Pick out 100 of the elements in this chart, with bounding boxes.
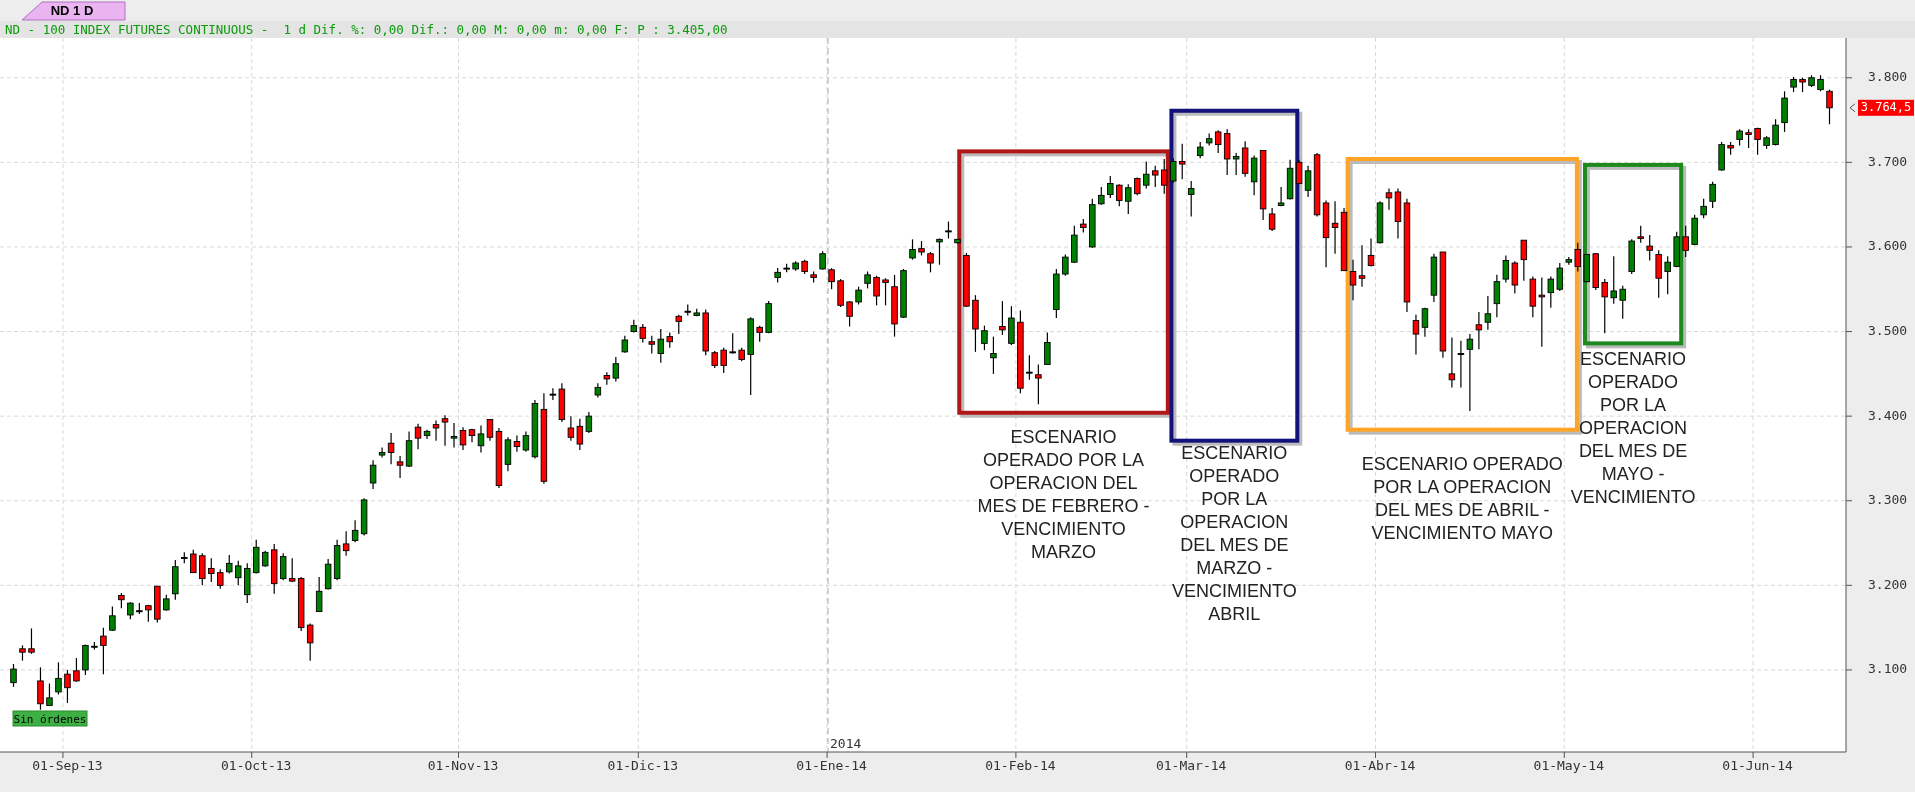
candlestick — [846, 300, 853, 328]
candlestick — [1421, 307, 1429, 338]
candlestick — [1412, 314, 1420, 355]
candlestick — [288, 557, 296, 583]
y-tick-label: 3.800 — [1868, 69, 1908, 85]
chart-title: ND - 100 INDEX FUTURES CONTINUOUS - 1 d Dif. %: 0,00 Dif.: 0,00 M: 0,00 m: 0,00 F: P : 3.405,00 — [5, 22, 728, 37]
candlestick — [1358, 244, 1366, 288]
candlestick — [414, 423, 422, 450]
candlestick — [109, 605, 116, 632]
x-tick-label: 01-Ene-14 — [796, 758, 867, 773]
y-tick-label: 3.600 — [1868, 238, 1908, 254]
candlestick — [990, 336, 997, 375]
candlestick — [46, 682, 53, 707]
candlestick — [729, 332, 736, 355]
candlestick — [55, 661, 62, 696]
candlestick — [1709, 181, 1716, 209]
candlestick — [387, 432, 395, 465]
y-tick-label: 3.100 — [1868, 661, 1908, 677]
annotation: Sin órdenes — [13, 712, 87, 726]
annotation: ESCENARIO OPERADO POR LA OPERACION DEL MES DE ABRIL - VENCIMIENTO MAYO — [1361, 453, 1563, 543]
candlestick — [441, 414, 449, 447]
x-tick-label: 01-Oct-13 — [221, 758, 292, 773]
candlestick — [819, 250, 826, 271]
candlestick — [1511, 260, 1519, 295]
candlestick — [217, 568, 224, 590]
candlestick — [1475, 311, 1483, 350]
candlestick — [1664, 255, 1671, 295]
candlestick — [513, 435, 521, 453]
candlestick — [1107, 175, 1114, 199]
candlestick — [1826, 89, 1833, 125]
candlestick — [73, 657, 80, 683]
candlestick — [1556, 262, 1564, 292]
candlestick — [306, 622, 314, 662]
candlestick — [1574, 242, 1582, 273]
candlestick — [882, 277, 889, 306]
candlestick — [1331, 200, 1339, 255]
candlestick — [909, 238, 916, 261]
candlestick — [1547, 275, 1555, 309]
candlestick — [208, 557, 215, 583]
x-tick-label: 01-Nov-13 — [427, 758, 499, 773]
candlestick — [37, 666, 44, 711]
candlestick — [1125, 183, 1132, 215]
candlestick — [576, 418, 584, 451]
candlestick — [1700, 198, 1707, 219]
candlestick — [190, 549, 197, 574]
candlestick — [1385, 187, 1393, 211]
candlestick — [1295, 159, 1303, 185]
candlestick — [549, 387, 557, 401]
y-tick-label: 3.500 — [1868, 323, 1908, 339]
y-tick-label: 3.200 — [1868, 576, 1908, 592]
candlestick — [828, 267, 835, 290]
y-tick-label: 3.400 — [1868, 407, 1908, 423]
x-tick-label: 01-Mar-14 — [1155, 758, 1227, 773]
candlestick — [378, 446, 386, 459]
candlestick — [567, 415, 575, 442]
y-tick-label: 3.700 — [1868, 153, 1908, 169]
candlestick — [1682, 225, 1689, 258]
x-tick-label: 01-May-14 — [1533, 758, 1605, 773]
candlestick — [639, 323, 647, 344]
candlestick — [1116, 183, 1123, 207]
x-tick-label: 01-Feb-14 — [985, 758, 1056, 773]
candlestick — [1187, 180, 1195, 218]
candlestick — [873, 275, 880, 306]
candlestick — [1143, 160, 1150, 190]
candlestick — [1520, 239, 1528, 282]
candlestick — [936, 237, 943, 266]
candlestick — [1610, 255, 1617, 305]
candlestick — [1268, 207, 1276, 232]
candlestick — [235, 560, 242, 586]
candlestick — [1044, 331, 1051, 366]
candlestick — [315, 576, 323, 613]
candlestick — [981, 325, 988, 351]
candlestick — [28, 627, 35, 655]
candlestick — [1493, 274, 1501, 318]
candlestick — [1367, 237, 1375, 268]
candlestick — [1250, 154, 1258, 196]
candlestick — [1035, 363, 1042, 405]
candlestick — [1457, 340, 1465, 388]
y-tick-label: 3.300 — [1868, 492, 1908, 508]
candlestick — [1484, 295, 1492, 331]
candlestick — [64, 669, 71, 704]
candlestick — [1304, 165, 1312, 198]
candlestick — [100, 627, 107, 675]
annotation: ESCENARIO OPERADO POR LA OPERACION DEL MES DE MAYO - VENCIMIENTO — [1570, 349, 1696, 508]
x-tick-label: 01-Dic-13 — [607, 758, 679, 773]
candlestick — [1772, 118, 1779, 147]
annotation: ESCENARIO OPERADO POR LA OPERACION DEL MES DE MARZO - VENCIMIENTO ABRIL — [1172, 442, 1297, 624]
candlestick — [720, 347, 727, 374]
candlestick — [999, 300, 1006, 336]
candlestick — [369, 459, 377, 490]
text: 3.764,5 — [1860, 100, 1912, 115]
candlestick — [1448, 336, 1456, 388]
candlestick — [1601, 278, 1608, 334]
candlestick — [1466, 333, 1474, 412]
candlestick — [396, 455, 404, 479]
candlestick — [342, 530, 350, 557]
candlestick — [1745, 128, 1752, 149]
annotation: ESCENARIO OPERADO POR LA OPERACION DEL MES DE FEBRERO - VENCIMIENTO MARZO — [977, 426, 1150, 562]
annotation: 2014 — [830, 736, 862, 751]
candlestick — [199, 552, 206, 586]
